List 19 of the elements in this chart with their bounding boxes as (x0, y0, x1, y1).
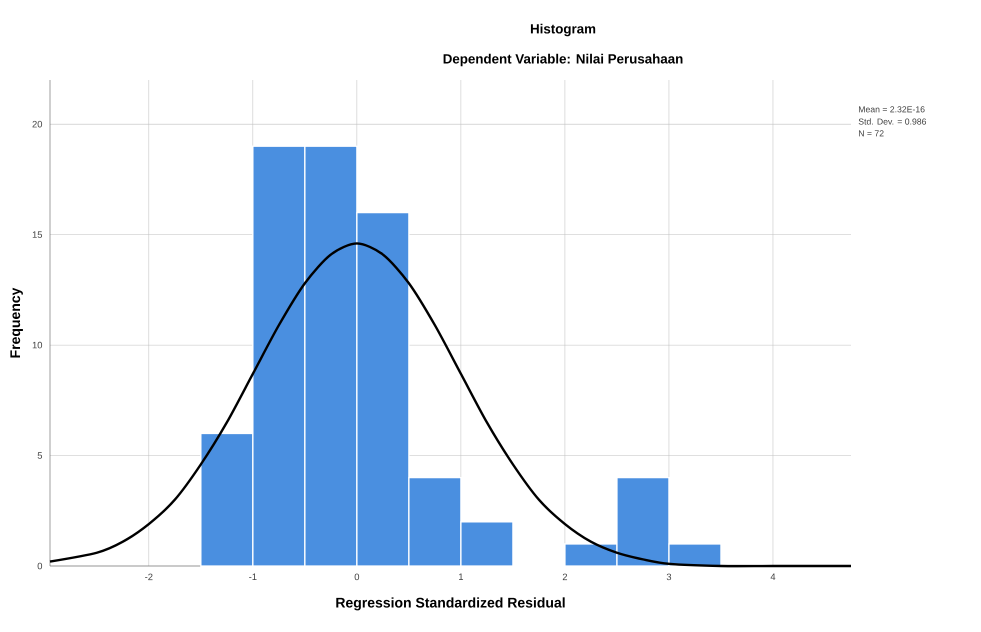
text: Mean = 2.32E-16 (858, 106, 925, 112)
x-tick-label: 3 (666, 574, 672, 580)
y-tick-label: 15 (32, 231, 42, 238)
chart-subtitle: Dependent Variable: Nilai Perusahaan (444, 54, 682, 66)
x-tick-label: 4 (770, 574, 776, 580)
chart-title: Histogram (530, 24, 596, 36)
text: Std. Dev. = 0.986 (858, 118, 926, 125)
y-tick-label: 0 (38, 562, 42, 570)
x-tick-label: 0 (354, 574, 360, 580)
y-tick-label: 10 (32, 342, 42, 348)
x-tick-label: 2 (562, 574, 568, 580)
y-tick-label: 20 (32, 120, 42, 128)
x-axis-title: Regression Standardized Residual (336, 597, 565, 610)
x-tick-label: -2 (145, 574, 153, 580)
x-tick-label: 1 (459, 574, 464, 580)
y-axis-title: Frequency (10, 288, 23, 358)
y-tick-label: 5 (38, 452, 42, 459)
x-tick-label: -1 (249, 574, 257, 580)
text: N = 72 (858, 130, 884, 136)
